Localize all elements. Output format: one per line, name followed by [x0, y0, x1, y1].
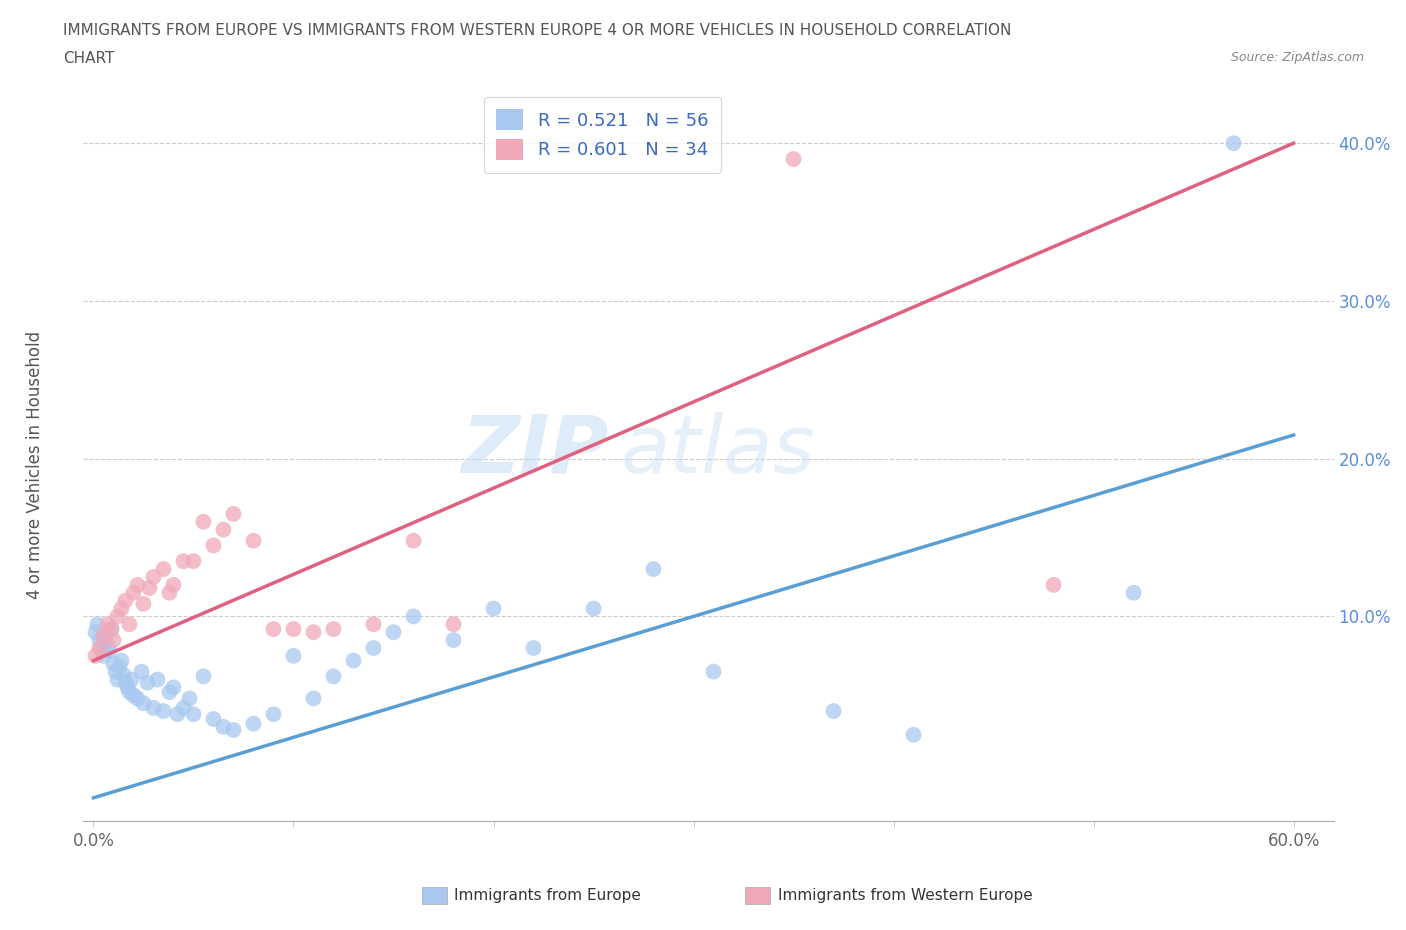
Point	[114, 593, 136, 608]
Point	[179, 691, 201, 706]
Point	[117, 680, 139, 695]
Point	[98, 644, 121, 658]
Text: CHART: CHART	[63, 51, 115, 66]
Text: Immigrants from Western Europe: Immigrants from Western Europe	[778, 888, 1032, 903]
Point	[482, 601, 505, 616]
Point	[242, 533, 264, 548]
Point	[107, 609, 129, 624]
Point	[100, 621, 122, 636]
Point	[183, 553, 205, 568]
Point	[903, 727, 925, 742]
Point	[202, 711, 225, 726]
Point	[202, 538, 225, 552]
Point	[122, 585, 145, 600]
Point	[110, 653, 132, 668]
Point	[107, 672, 129, 687]
Point	[118, 617, 141, 631]
Point	[131, 664, 153, 679]
Point	[183, 707, 205, 722]
Point	[322, 669, 344, 684]
Point	[302, 691, 325, 706]
Point	[118, 684, 141, 699]
Point	[90, 641, 112, 656]
Point	[108, 659, 131, 674]
Point	[136, 675, 159, 690]
Point	[112, 668, 135, 683]
Point	[703, 664, 725, 679]
Text: atlas: atlas	[621, 412, 815, 490]
Point	[172, 553, 194, 568]
Point	[89, 641, 111, 656]
Point	[103, 632, 125, 647]
Point	[121, 672, 143, 687]
Point	[132, 696, 155, 711]
Point	[122, 688, 145, 703]
Point	[222, 723, 245, 737]
Point	[212, 523, 235, 538]
Point	[110, 601, 132, 616]
Point	[138, 580, 160, 595]
Point	[132, 596, 155, 611]
Point	[283, 648, 305, 663]
Text: Source: ZipAtlas.com: Source: ZipAtlas.com	[1230, 51, 1364, 64]
Point	[162, 578, 184, 592]
Point	[93, 628, 115, 643]
Legend: R = 0.521   N = 56, R = 0.601   N = 34: R = 0.521 N = 56, R = 0.601 N = 34	[484, 97, 721, 173]
Point	[363, 617, 385, 631]
Point	[363, 641, 385, 656]
Text: ZIP: ZIP	[461, 412, 609, 490]
Point	[342, 653, 364, 668]
Point	[222, 507, 245, 522]
Point	[142, 569, 165, 584]
Point	[84, 648, 107, 663]
Point	[643, 562, 665, 577]
Point	[114, 675, 136, 690]
Point	[1042, 578, 1064, 592]
Point	[162, 680, 184, 695]
Point	[96, 637, 118, 652]
Point	[146, 672, 169, 687]
Point	[152, 704, 174, 719]
Point	[166, 707, 188, 722]
Point	[159, 585, 181, 600]
Point	[443, 632, 465, 647]
Point	[242, 716, 264, 731]
Point	[263, 707, 285, 722]
Point	[152, 562, 174, 577]
Point	[84, 625, 107, 640]
Point	[322, 621, 344, 636]
Point	[522, 641, 544, 656]
Point	[782, 152, 804, 166]
Point	[96, 617, 118, 631]
Point	[193, 669, 215, 684]
Point	[193, 514, 215, 529]
Text: IMMIGRANTS FROM EUROPE VS IMMIGRANTS FROM WESTERN EUROPE 4 OR MORE VEHICLES IN H: IMMIGRANTS FROM EUROPE VS IMMIGRANTS FRO…	[63, 23, 1012, 38]
Point	[402, 533, 425, 548]
Point	[93, 648, 115, 663]
Point	[1222, 136, 1244, 151]
Point	[127, 578, 149, 592]
Point	[142, 700, 165, 715]
Point	[302, 625, 325, 640]
Point	[402, 609, 425, 624]
Point	[127, 691, 149, 706]
Point	[582, 601, 605, 616]
Point	[212, 720, 235, 735]
Point	[382, 625, 405, 640]
Point	[89, 632, 111, 647]
Point	[159, 684, 181, 699]
Point	[86, 617, 108, 631]
Point	[104, 664, 127, 679]
Point	[443, 617, 465, 631]
Point	[263, 621, 285, 636]
Text: Immigrants from Europe: Immigrants from Europe	[454, 888, 641, 903]
Point	[172, 700, 194, 715]
Point	[103, 657, 125, 671]
Point	[1122, 585, 1144, 600]
Point	[100, 621, 122, 636]
Text: 4 or more Vehicles in Household: 4 or more Vehicles in Household	[27, 331, 44, 599]
Point	[283, 621, 305, 636]
Point	[823, 704, 845, 719]
Point	[94, 628, 117, 643]
